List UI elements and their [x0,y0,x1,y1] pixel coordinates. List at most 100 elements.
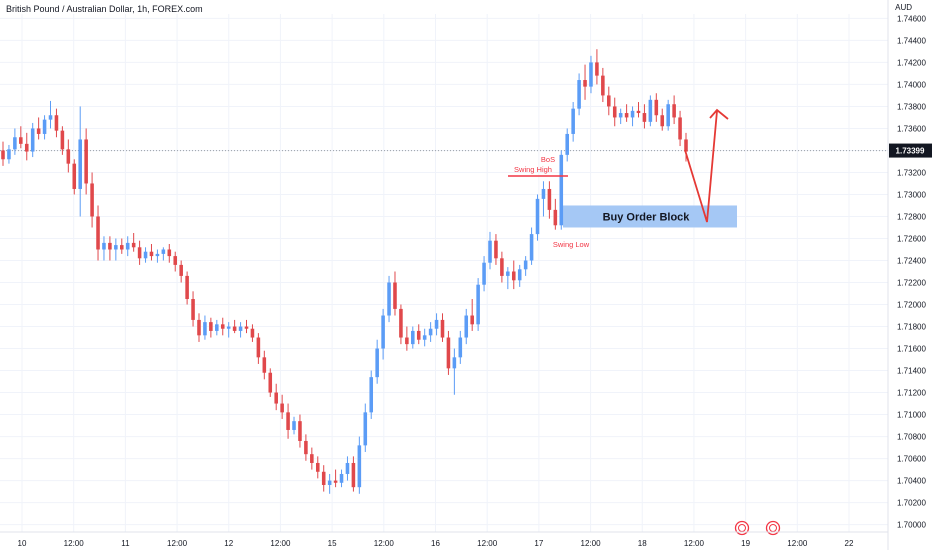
candle-body [137,247,142,259]
candle [577,73,581,116]
price-tick-label: 1.70800 [897,433,926,442]
candle [143,247,148,263]
candle-body [24,143,29,152]
candle [660,108,665,131]
candle [446,330,451,375]
candle [1,141,5,166]
candle-body [321,471,326,485]
candle [434,313,439,336]
candle-body [131,242,136,248]
candle-body [250,328,255,338]
candle [173,251,178,272]
candle-body [494,240,498,259]
candle [387,275,391,323]
candle-body [226,326,231,329]
candle-body [607,95,611,107]
candle [108,236,112,261]
candle [78,106,82,217]
candle-body [125,242,130,250]
candle-body [256,337,261,358]
candle [102,236,106,261]
candle [250,324,255,342]
candle [500,251,504,283]
candle [351,456,356,492]
candle-body [179,264,183,276]
candle-body [553,209,558,226]
price-tick-label: 1.73200 [897,168,926,177]
price-axis[interactable]: 1.74600 1.74400 1.74200 1.74000 1.73800 1.736… [887,0,932,550]
candle-body [517,269,522,281]
candle-body [535,198,540,235]
candle [149,243,154,261]
candle [36,117,41,140]
candle-body [102,242,106,250]
candle [66,139,71,173]
candle-body [232,326,237,331]
candle-body [1,150,5,160]
candle [137,240,142,265]
candle [672,95,676,125]
candle [238,322,243,338]
event-marker-icon[interactable] [734,520,750,536]
candle-body [90,183,94,217]
candle-body [339,473,344,483]
candle-body [428,328,433,336]
candle [422,328,427,347]
candle-body [155,253,160,257]
candle [84,128,88,195]
time-tick-label: 12:00 [477,539,498,548]
time-tick-label: 11 [121,539,130,548]
candle [612,97,617,127]
candle [393,271,397,316]
candle [654,93,659,122]
time-axis[interactable]: 10 12:00 11 12:00 12 12:00 15 12:00 16 12:00 17 12:… [0,531,888,548]
candle-body [547,188,552,210]
candle [48,100,53,129]
candle [541,181,546,217]
candle-body [244,326,249,329]
candle-body [684,139,688,152]
candle [506,267,510,290]
event-marker-icon[interactable] [765,520,781,536]
time-tick-label: 18 [638,539,647,548]
candle-body [618,113,623,118]
candle [482,256,486,292]
candle [209,317,213,338]
candle-body [203,322,207,336]
time-tick-label: 12:00 [167,539,188,548]
time-tick-label: 12:00 [684,539,705,548]
price-tick-label: 1.70000 [897,521,926,530]
candle [375,339,379,384]
candle-body [387,282,391,316]
candle-body [36,128,41,134]
candle-body [642,113,647,122]
candle [30,122,35,158]
price-tick-label: 1.73800 [897,102,926,111]
candle [529,227,534,265]
candle [327,473,332,494]
candle [411,326,415,349]
candle-body [66,149,71,164]
candle [363,403,368,452]
candle [601,67,605,103]
candle-body [565,133,569,155]
candle-body [54,115,59,131]
candle-body [173,256,178,265]
candle-body [108,242,112,250]
projection-arrow [684,110,718,223]
candle [381,308,385,360]
candle-body [220,324,225,329]
candle [369,370,374,419]
candles [1,49,688,494]
candle-body [446,337,451,369]
candle-body [678,117,682,140]
candle-body [120,245,124,250]
bos-label: BoS [541,155,555,164]
candle-body [405,337,409,345]
price-tick-label: 1.73600 [897,124,926,133]
candle [607,86,611,116]
candle [179,260,183,283]
candle-body [571,108,575,134]
